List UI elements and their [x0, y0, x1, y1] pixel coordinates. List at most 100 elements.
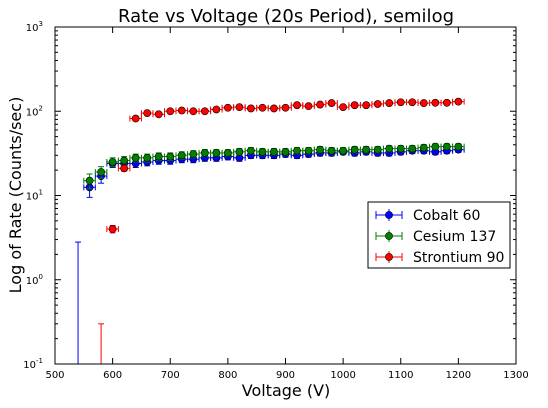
- y-tick-base: 10: [26, 107, 39, 118]
- data-point: [143, 153, 152, 162]
- data-point: [396, 144, 405, 153]
- data-point: [281, 147, 290, 156]
- data-point: [454, 97, 463, 106]
- data-point: [316, 100, 324, 109]
- legend-marker: [385, 211, 393, 219]
- data-point: [408, 98, 417, 107]
- data-point: [223, 149, 232, 157]
- data-point: [131, 153, 140, 162]
- legend-label: Cesium 137: [413, 229, 496, 245]
- chart-title: Rate vs Voltage (20s Period), semilog: [118, 6, 454, 27]
- data-point: [131, 114, 140, 123]
- data-point: [177, 106, 186, 115]
- data-point: [97, 168, 105, 176]
- data-point: [396, 98, 405, 107]
- data-point: [120, 156, 129, 165]
- y-tick-exponent: 3: [39, 20, 43, 28]
- data-point: [270, 104, 278, 113]
- data-point: [304, 146, 313, 155]
- data-point: [166, 152, 175, 161]
- data-point: [408, 144, 417, 153]
- data-point: [258, 103, 267, 112]
- data-point: [200, 107, 209, 116]
- y-tick-exponent: -1: [36, 357, 43, 365]
- data-point: [154, 110, 163, 119]
- y-tick-label: 102: [26, 104, 43, 118]
- data-point: [339, 146, 348, 155]
- data-point: [327, 146, 336, 155]
- legend-marker: [385, 253, 393, 261]
- x-tick-label: 1000: [330, 370, 355, 381]
- data-point: [247, 146, 255, 155]
- data-point: [373, 145, 382, 154]
- x-tick-label: 1200: [446, 370, 471, 381]
- data-point: [177, 151, 186, 160]
- x-tick-label: 1300: [503, 370, 528, 381]
- y-tick-exponent: 1: [39, 189, 43, 197]
- data-point: [200, 149, 209, 157]
- x-tick-label: 800: [218, 370, 237, 381]
- data-point: [316, 145, 324, 154]
- data-point: [362, 145, 371, 154]
- series-cesium-137: [83, 142, 465, 190]
- data-point: [120, 164, 129, 173]
- data-point: [143, 109, 152, 118]
- data-point: [85, 176, 94, 185]
- legend-label: Strontium 90: [413, 250, 504, 266]
- data-point: [350, 101, 359, 110]
- data-point: [304, 102, 313, 111]
- y-tick-exponent: 2: [39, 104, 43, 112]
- data-point: [108, 225, 117, 233]
- data-point: [327, 99, 336, 107]
- y-tick-base: 10: [23, 360, 36, 371]
- x-tick-label: 500: [45, 370, 64, 381]
- data-point: [166, 107, 175, 116]
- y-tick-base: 10: [26, 192, 39, 203]
- x-tick-label: 1100: [388, 370, 413, 381]
- data-point: [373, 100, 382, 108]
- data-point: [154, 152, 163, 161]
- data-point: [350, 145, 359, 154]
- data-point: [419, 99, 428, 107]
- data-point: [339, 103, 348, 112]
- data-point: [431, 142, 440, 151]
- y-tick-label: 101: [26, 189, 43, 203]
- y-axis-label: Log of Rate (Counts/sec): [6, 97, 25, 294]
- legend-item: Cesium 137: [375, 229, 496, 245]
- legend: Cobalt 60 Cesium 137 Strontium 90: [367, 201, 511, 269]
- data-point: [189, 150, 198, 159]
- data-point: [419, 143, 428, 152]
- legend-marker: [385, 232, 393, 240]
- data-point: [281, 103, 290, 112]
- data-point: [362, 101, 371, 110]
- legend-label: Cobalt 60: [413, 208, 480, 224]
- data-point: [212, 149, 221, 157]
- data-point: [293, 146, 301, 155]
- series-strontium-90: [98, 97, 465, 364]
- data-point: [385, 99, 394, 107]
- x-tick-label: 900: [276, 370, 295, 381]
- data-point: [454, 142, 463, 151]
- y-tick-label: 10-1: [23, 357, 43, 371]
- data-point: [189, 107, 198, 116]
- legend-item: Cobalt 60: [375, 208, 480, 224]
- data-point: [385, 144, 394, 153]
- x-tick-label: 600: [103, 370, 122, 381]
- data-point: [235, 147, 244, 156]
- x-axis-label: Voltage (V): [242, 381, 331, 400]
- y-tick-label: 103: [26, 20, 43, 34]
- x-axis: 500 600 700 800 900 1000 1100 1200 1300: [45, 27, 529, 381]
- legend-item: Strontium 90: [375, 250, 504, 266]
- data-point: [247, 104, 255, 113]
- y-tick-base: 10: [26, 276, 39, 287]
- data-point: [442, 142, 451, 151]
- data-point: [235, 103, 244, 112]
- data-point: [223, 103, 232, 112]
- data-point: [212, 105, 221, 114]
- x-tick-label: 700: [161, 370, 180, 381]
- data-point: [442, 98, 451, 107]
- y-tick-base: 10: [26, 23, 39, 34]
- plot-area: [75, 97, 465, 364]
